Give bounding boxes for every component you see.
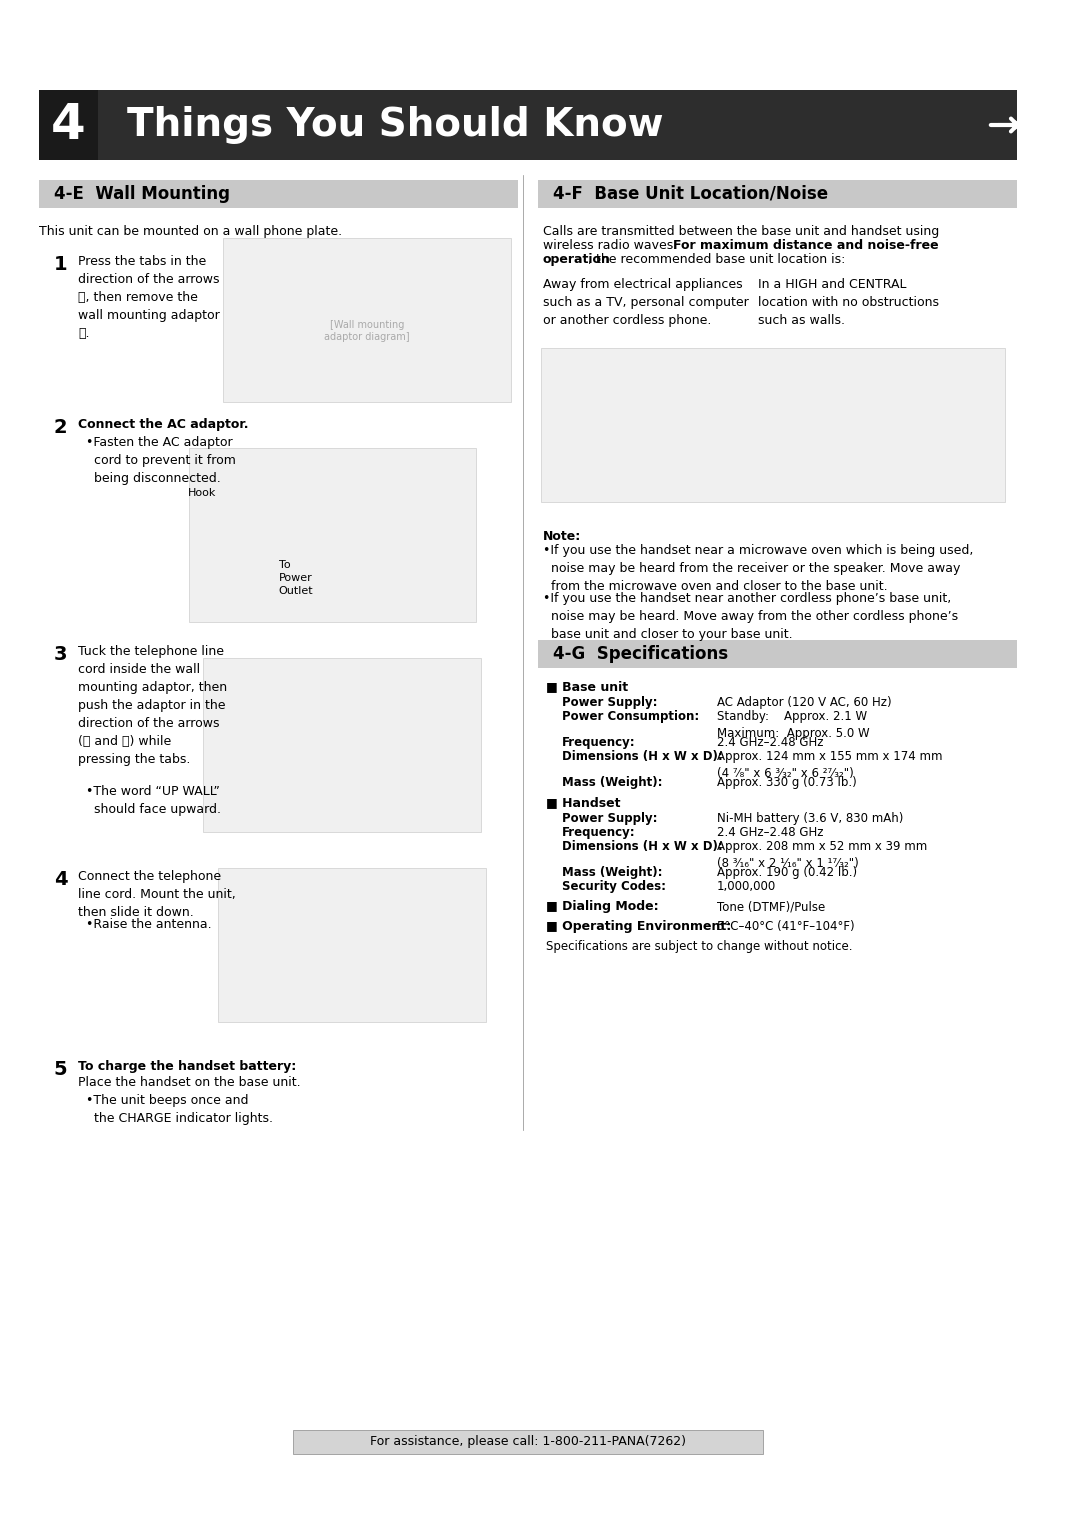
Text: Frequency:: Frequency:	[562, 827, 635, 839]
Text: Tone (DTMF)/Pulse: Tone (DTMF)/Pulse	[717, 900, 825, 912]
Text: 4-F  Base Unit Location/Noise: 4-F Base Unit Location/Noise	[553, 185, 828, 204]
Text: Power Supply:: Power Supply:	[562, 697, 657, 709]
Text: 2.4 GHz–2.48 GHz: 2.4 GHz–2.48 GHz	[717, 827, 824, 839]
Text: For maximum distance and noise-free: For maximum distance and noise-free	[673, 239, 939, 253]
Text: Power Consumption:: Power Consumption:	[562, 710, 699, 723]
Text: ■ Dialing Mode:: ■ Dialing Mode:	[545, 900, 659, 912]
FancyBboxPatch shape	[218, 868, 486, 1023]
Text: Approx. 190 g (0.42 lb.): Approx. 190 g (0.42 lb.)	[717, 867, 858, 879]
FancyBboxPatch shape	[224, 237, 511, 403]
Text: Security Codes:: Security Codes:	[562, 880, 665, 893]
Text: Frequency:: Frequency:	[562, 736, 635, 749]
FancyBboxPatch shape	[538, 181, 1017, 208]
Text: Power Supply:: Power Supply:	[562, 811, 657, 825]
Text: 2: 2	[54, 418, 67, 436]
Text: ➜: ➜	[994, 109, 1022, 141]
Text: Away from electrical appliances
such as a TV, personal computer
or another cordl: Away from electrical appliances such as …	[543, 279, 748, 328]
Text: Calls are transmitted between the base unit and handset using: Calls are transmitted between the base u…	[543, 225, 940, 237]
FancyBboxPatch shape	[541, 348, 1004, 502]
Text: 1,000,000: 1,000,000	[717, 880, 777, 893]
Text: •If you use the handset near another cordless phone’s base unit,
  noise may be : •If you use the handset near another cor…	[543, 592, 958, 641]
Text: •The word “UP WALL”
  should face upward.: •The word “UP WALL” should face upward.	[86, 785, 221, 816]
Text: 4: 4	[51, 101, 85, 149]
Text: Specifications are subject to change without notice.: Specifications are subject to change wit…	[545, 940, 852, 952]
FancyBboxPatch shape	[538, 640, 1017, 668]
Text: For assistance, please call: 1-800-211-PANA(7262): For assistance, please call: 1-800-211-P…	[370, 1436, 686, 1448]
Text: To charge the handset battery:: To charge the handset battery:	[78, 1059, 297, 1073]
FancyBboxPatch shape	[189, 449, 476, 622]
FancyBboxPatch shape	[39, 90, 98, 161]
Text: Approx. 330 g (0.73 lb.): Approx. 330 g (0.73 lb.)	[717, 776, 856, 788]
FancyBboxPatch shape	[39, 181, 518, 208]
Text: Connect the telephone
line cord. Mount the unit,
then slide it down.: Connect the telephone line cord. Mount t…	[78, 870, 237, 919]
Text: •If you use the handset near a microwave oven which is being used,
  noise may b: •If you use the handset near a microwave…	[543, 544, 973, 592]
Text: •Fasten the AC adaptor
  cord to prevent it from
  being disconnected.: •Fasten the AC adaptor cord to prevent i…	[86, 436, 235, 485]
Text: •The unit beeps once and
  the CHARGE indicator lights.: •The unit beeps once and the CHARGE indi…	[86, 1095, 273, 1125]
Text: Connect the AC adaptor.: Connect the AC adaptor.	[78, 418, 248, 432]
Text: ■ Handset: ■ Handset	[545, 796, 620, 808]
Text: Hook: Hook	[188, 488, 216, 498]
Text: Things You Should Know: Things You Should Know	[127, 106, 664, 144]
Text: Tuck the telephone line
cord inside the wall
mounting adaptor, then
push the ada: Tuck the telephone line cord inside the …	[78, 645, 228, 766]
Text: 2.4 GHz–2.48 GHz: 2.4 GHz–2.48 GHz	[717, 736, 824, 749]
Text: , the recommended base unit location is:: , the recommended base unit location is:	[588, 253, 846, 266]
Text: In a HIGH and CENTRAL
location with no obstructions
such as walls.: In a HIGH and CENTRAL location with no o…	[758, 279, 940, 328]
Text: Approx. 208 mm x 52 mm x 39 mm
(8 ³⁄₁₆" x 2 ¹⁄₁₆" x 1 ¹⁷⁄₃₂"): Approx. 208 mm x 52 mm x 39 mm (8 ³⁄₁₆" …	[717, 841, 928, 870]
Text: Place the handset on the base unit.: Place the handset on the base unit.	[78, 1076, 301, 1089]
Text: 3: 3	[54, 645, 67, 664]
Text: AC Adaptor (120 V AC, 60 Hz): AC Adaptor (120 V AC, 60 Hz)	[717, 697, 892, 709]
Text: Mass (Weight):: Mass (Weight):	[562, 776, 662, 788]
Text: [Wall mounting
adaptor diagram]: [Wall mounting adaptor diagram]	[324, 320, 409, 341]
Text: ■ Operating Environment:: ■ Operating Environment:	[545, 920, 731, 932]
Text: wireless radio waves.: wireless radio waves.	[543, 239, 681, 253]
Text: •Raise the antenna.: •Raise the antenna.	[86, 919, 212, 931]
Text: Approx. 124 mm x 155 mm x 174 mm
(4 ⁷⁄₈" x 6 ³⁄₃₂" x 6 ²⁷⁄₃₂"): Approx. 124 mm x 155 mm x 174 mm (4 ⁷⁄₈"…	[717, 750, 943, 779]
Text: Dimensions (H x W x D):: Dimensions (H x W x D):	[562, 841, 723, 853]
FancyBboxPatch shape	[203, 658, 482, 831]
Text: Note:: Note:	[543, 530, 581, 544]
Text: Press the tabs in the
direction of the arrows
ⓘ, then remove the
wall mounting a: Press the tabs in the direction of the a…	[78, 256, 220, 340]
Text: 4-G  Specifications: 4-G Specifications	[553, 645, 728, 663]
Text: Standby:    Approx. 2.1 W
Maximum:  Approx. 5.0 W: Standby: Approx. 2.1 W Maximum: Approx. …	[717, 710, 869, 739]
Text: Dimensions (H x W x D):: Dimensions (H x W x D):	[562, 750, 723, 762]
Text: Ni-MH battery (3.6 V, 830 mAh): Ni-MH battery (3.6 V, 830 mAh)	[717, 811, 904, 825]
FancyBboxPatch shape	[98, 90, 1017, 161]
Text: To
Power
Outlet: To Power Outlet	[279, 560, 313, 597]
Text: 5: 5	[54, 1059, 67, 1079]
Text: Mass (Weight):: Mass (Weight):	[562, 867, 662, 879]
Text: This unit can be mounted on a wall phone plate.: This unit can be mounted on a wall phone…	[39, 225, 342, 237]
Text: 1: 1	[54, 256, 67, 274]
FancyBboxPatch shape	[294, 1430, 764, 1454]
Text: 4: 4	[54, 870, 67, 890]
Text: 5°C–40°C (41°F–104°F): 5°C–40°C (41°F–104°F)	[717, 920, 854, 932]
Text: operation: operation	[543, 253, 611, 266]
Text: 4-E  Wall Mounting: 4-E Wall Mounting	[54, 185, 230, 204]
Text: ■ Base unit: ■ Base unit	[545, 680, 627, 694]
